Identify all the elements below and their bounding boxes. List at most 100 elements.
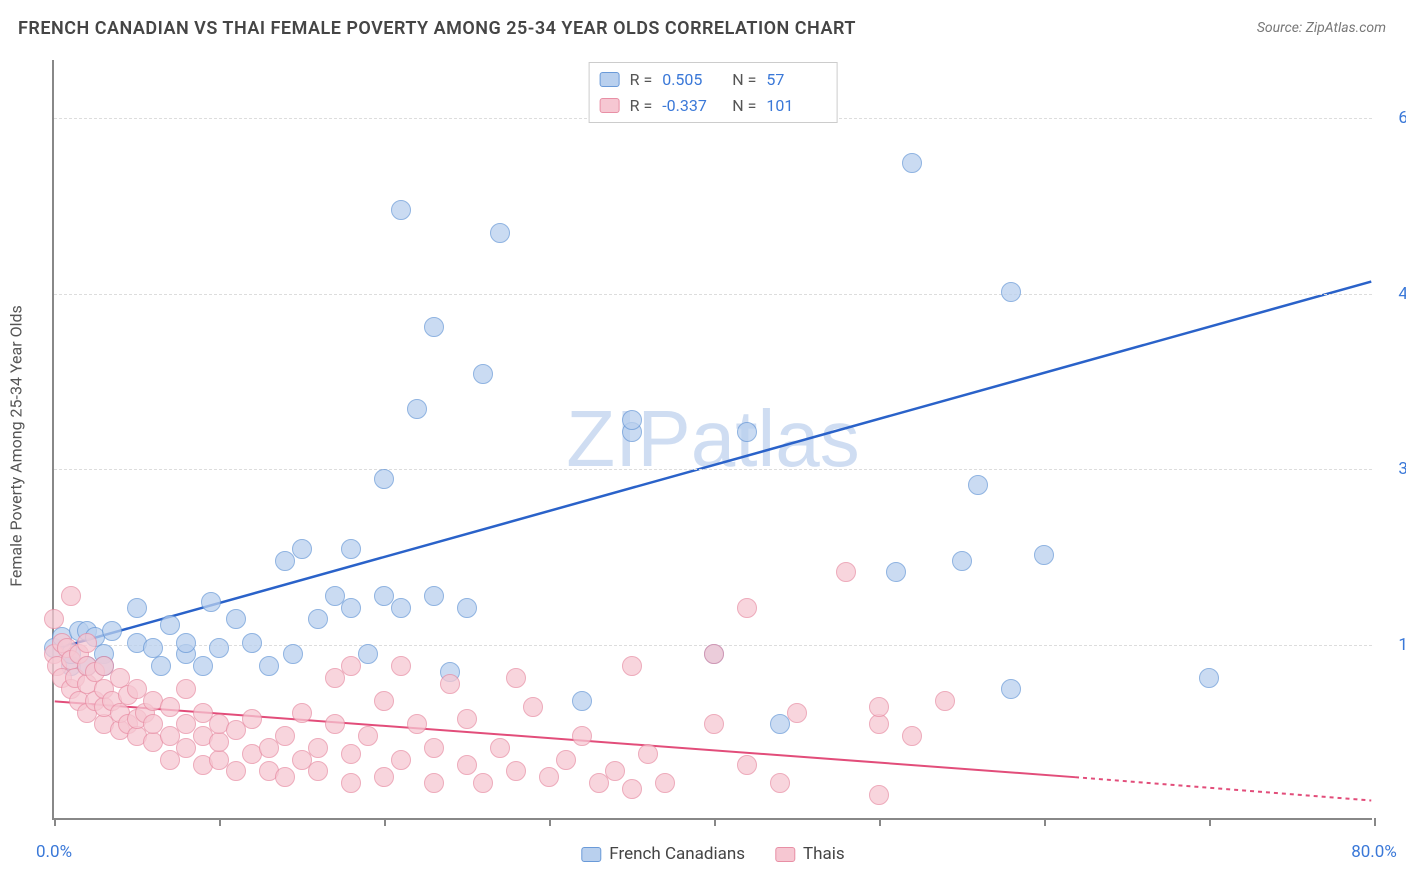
data-point xyxy=(358,726,378,746)
data-point xyxy=(457,755,477,775)
data-point xyxy=(226,609,246,629)
data-point xyxy=(424,317,444,337)
data-point xyxy=(886,562,906,582)
x-tick-label: 0.0% xyxy=(36,842,72,862)
legend-correlation-row: R = -0.337 N = 101 xyxy=(600,93,827,119)
data-point xyxy=(457,709,477,729)
data-point xyxy=(61,586,81,606)
data-point xyxy=(622,656,642,676)
trendline xyxy=(55,282,1372,649)
data-point xyxy=(704,644,724,664)
y-tick-label: 60.0% xyxy=(1398,108,1406,128)
watermark-text: ZIPatlas xyxy=(566,393,859,485)
legend-n-value: 57 xyxy=(766,67,826,93)
data-point xyxy=(242,633,262,653)
data-point xyxy=(770,773,790,793)
chart-container: FRENCH CANADIAN VS THAI FEMALE POVERTY A… xyxy=(0,0,1406,892)
data-point xyxy=(308,761,328,781)
legend-series-label: French Canadians xyxy=(609,844,745,864)
data-point xyxy=(242,709,262,729)
data-point xyxy=(737,755,757,775)
x-tick-label: 80.0% xyxy=(1351,842,1397,862)
correlation-legend: R = 0.505 N = 57 R = -0.337 N = 101 xyxy=(589,62,838,123)
x-tick xyxy=(879,818,881,826)
data-point xyxy=(506,761,526,781)
data-point xyxy=(737,422,757,442)
data-point xyxy=(308,609,328,629)
data-point xyxy=(622,410,642,430)
data-point xyxy=(572,726,592,746)
legend-n-value: 101 xyxy=(766,93,826,119)
y-tick-label: 45.0% xyxy=(1398,284,1406,304)
data-point xyxy=(275,726,295,746)
data-point xyxy=(490,223,510,243)
data-point xyxy=(490,738,510,758)
data-point xyxy=(325,714,345,734)
legend-r-value: -0.337 xyxy=(662,93,722,119)
legend-r-label: R = xyxy=(630,67,653,93)
data-point xyxy=(127,598,147,618)
data-point xyxy=(209,638,229,658)
data-point xyxy=(655,773,675,793)
data-point xyxy=(836,562,856,582)
data-point xyxy=(391,656,411,676)
data-point xyxy=(424,738,444,758)
data-point xyxy=(259,656,279,676)
trendline-extrapolated xyxy=(1075,777,1371,800)
data-point xyxy=(638,744,658,764)
data-point xyxy=(407,714,427,734)
data-point xyxy=(556,750,576,770)
data-point xyxy=(160,615,180,635)
data-point xyxy=(424,773,444,793)
x-tick xyxy=(54,818,56,826)
data-point xyxy=(308,738,328,758)
y-tick-label: 15.0% xyxy=(1398,635,1406,655)
series-legend: French Canadians Thais xyxy=(581,844,844,864)
legend-swatch xyxy=(581,847,601,862)
x-tick xyxy=(219,818,221,826)
y-tick-label: 30.0% xyxy=(1398,459,1406,479)
data-point xyxy=(102,621,122,641)
data-point xyxy=(160,697,180,717)
data-point xyxy=(374,469,394,489)
data-point xyxy=(374,767,394,787)
data-point xyxy=(283,644,303,664)
data-point xyxy=(151,656,171,676)
legend-swatch xyxy=(775,847,795,862)
legend-correlation-row: R = 0.505 N = 57 xyxy=(600,67,827,93)
data-point xyxy=(457,598,477,618)
data-point xyxy=(391,200,411,220)
data-point xyxy=(358,644,378,664)
source-attribution: Source: ZipAtlas.com xyxy=(1257,20,1386,36)
chart-title: FRENCH CANADIAN VS THAI FEMALE POVERTY A… xyxy=(18,18,856,39)
y-axis-title: Female Poverty Among 25-34 Year Olds xyxy=(7,305,26,587)
data-point xyxy=(539,767,559,787)
x-tick xyxy=(1374,818,1376,826)
data-point xyxy=(1199,668,1219,688)
data-point xyxy=(704,714,724,734)
data-point xyxy=(572,691,592,711)
data-point xyxy=(952,551,972,571)
data-point xyxy=(869,785,889,805)
x-tick xyxy=(714,818,716,826)
data-point xyxy=(292,703,312,723)
data-point xyxy=(1001,679,1021,699)
data-point xyxy=(407,399,427,419)
data-point xyxy=(902,153,922,173)
data-point xyxy=(176,633,196,653)
x-tick xyxy=(549,818,551,826)
data-point xyxy=(341,598,361,618)
trendlines-svg xyxy=(54,60,1372,818)
data-point xyxy=(226,761,246,781)
data-point xyxy=(374,691,394,711)
gridline-h xyxy=(54,469,1372,470)
legend-n-label: N = xyxy=(732,93,756,119)
data-point xyxy=(935,691,955,711)
data-point xyxy=(506,668,526,688)
data-point xyxy=(737,598,757,618)
data-point xyxy=(605,761,625,781)
data-point xyxy=(193,656,213,676)
data-point xyxy=(341,773,361,793)
data-point xyxy=(968,475,988,495)
data-point xyxy=(275,767,295,787)
